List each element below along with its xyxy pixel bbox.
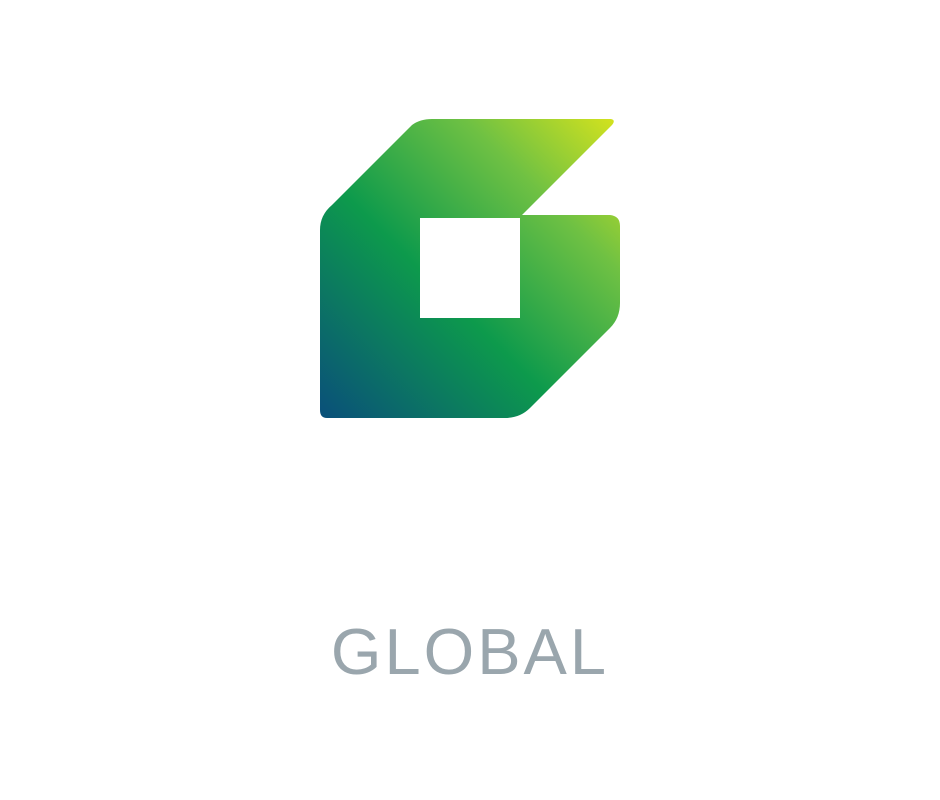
brand-wordmark: GLOBAL [330,615,610,688]
logo-outer-shape [320,119,620,418]
